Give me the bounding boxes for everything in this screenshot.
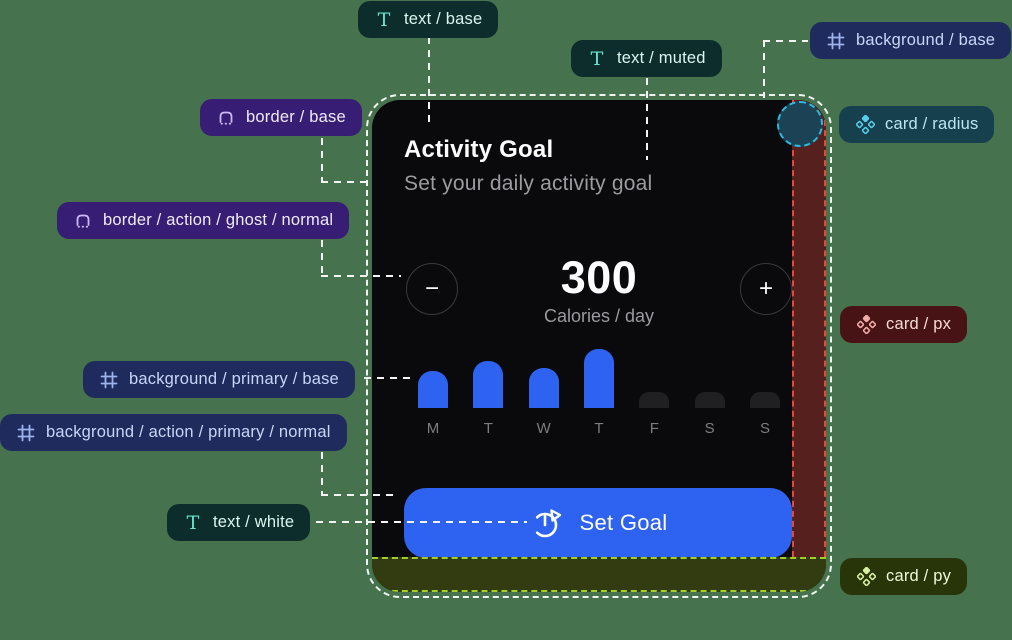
increase-button[interactable]: + <box>740 263 792 315</box>
token-pill-background-base[interactable]: background / base <box>810 22 1012 59</box>
day-label: W <box>536 420 551 437</box>
token-label: text / white <box>213 513 295 531</box>
token-label: background / base <box>856 31 996 49</box>
text-token-icon: T <box>377 8 391 31</box>
text-token-icon: T <box>590 47 604 70</box>
token-label: border / base <box>246 108 346 126</box>
token-label: card / radius <box>885 115 979 133</box>
connector-background-base-h <box>763 40 808 42</box>
token-label: background / action / primary / normal <box>46 423 331 441</box>
day-label: M <box>426 420 440 437</box>
token-pill-card-px[interactable]: card / px <box>840 306 968 343</box>
connector-background-action-v <box>321 452 323 496</box>
frame-token-icon <box>16 423 36 443</box>
bar-friday <box>639 392 670 408</box>
token-label: background / primary / base <box>129 370 339 388</box>
frame-token-icon <box>826 31 846 51</box>
diamonds-token-icon <box>856 567 876 587</box>
bar-monday <box>418 371 448 408</box>
goal-unit-label: Calories / day <box>543 306 655 326</box>
token-pill-border-action-ghost-normal[interactable]: border / action / ghost / normal <box>57 202 350 239</box>
connector-text-white <box>316 521 527 523</box>
diamonds-token-icon <box>856 315 876 335</box>
day-label: S <box>759 420 770 437</box>
set-goal-label: Set Goal <box>579 510 668 535</box>
connector-text-muted <box>646 78 648 160</box>
token-pill-background-action-primary-normal[interactable]: background / action / primary / normal <box>0 414 347 451</box>
weekday-labels: M T W T F S S <box>418 420 780 437</box>
weekly-activity-bar-chart <box>418 349 780 408</box>
bar-tuesday <box>473 361 504 408</box>
connector-border-base-v <box>321 138 323 182</box>
decrease-button[interactable]: − <box>406 263 458 315</box>
card-subtitle: Set your daily activity goal <box>404 172 653 195</box>
frame-token-icon <box>99 370 119 390</box>
bar-wednesday <box>528 368 559 408</box>
day-label: F <box>649 420 659 437</box>
day-label: T <box>594 420 604 437</box>
token-pill-text-muted[interactable]: T text / muted <box>571 40 722 77</box>
token-label: card / px <box>886 315 952 333</box>
card-radius-highlight <box>777 101 823 147</box>
bar-saturday <box>694 392 725 408</box>
bar-sunday <box>749 392 780 408</box>
card-px-padding-highlight <box>792 100 826 557</box>
token-pill-text-base[interactable]: T text / base <box>358 1 499 38</box>
set-goal-button[interactable]: Set Goal <box>404 488 792 558</box>
bar-thursday <box>583 349 614 408</box>
day-label: S <box>704 420 715 437</box>
card-title: Activity Goal <box>404 136 554 163</box>
token-pill-card-py[interactable]: card / py <box>840 558 968 595</box>
connector-background-action-h <box>321 494 395 496</box>
connector-text-base <box>428 37 430 122</box>
token-pill-card-radius[interactable]: card / radius <box>839 106 995 143</box>
text-token-icon: T <box>186 511 200 534</box>
connector-border-base-h <box>321 181 366 183</box>
diamonds-token-icon <box>855 115 875 135</box>
card-py-padding-highlight <box>372 557 826 592</box>
token-pill-border-base[interactable]: border / base <box>200 99 362 136</box>
connector-border-ghost-v <box>321 240 323 277</box>
token-label: card / py <box>886 567 952 585</box>
activity-goal-card: Activity Goal Set your daily activity go… <box>372 100 826 592</box>
token-label: border / action / ghost / normal <box>103 211 334 229</box>
border-token-icon <box>73 211 93 231</box>
connector-background-base-v <box>763 40 765 98</box>
token-label: text / muted <box>617 49 706 67</box>
border-token-icon <box>216 108 236 128</box>
token-pill-background-primary-base[interactable]: background / primary / base <box>83 361 355 398</box>
goal-gauge-icon <box>528 505 564 541</box>
day-label: T <box>483 420 493 437</box>
token-label: text / base <box>404 10 483 28</box>
connector-background-primary <box>364 377 410 379</box>
token-pill-text-white[interactable]: T text / white <box>167 504 311 541</box>
goal-value: 300 <box>560 252 638 303</box>
connector-border-ghost-h <box>321 275 401 277</box>
